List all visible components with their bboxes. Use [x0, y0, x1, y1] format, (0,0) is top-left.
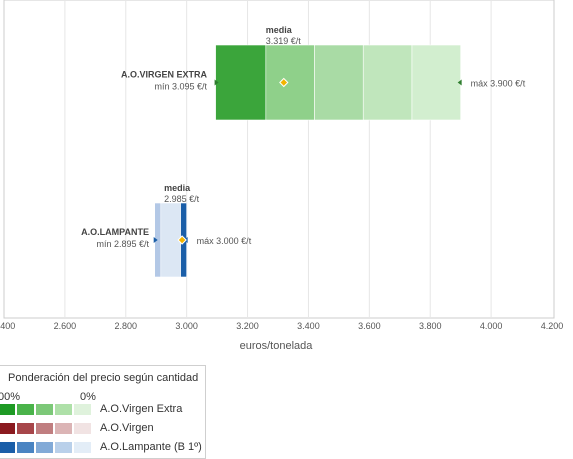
legend-swatch: [55, 423, 72, 434]
legend-scale-right: 0%: [80, 391, 96, 403]
legend-row: A.O.Virgen: [0, 422, 203, 436]
legend-swatch: [55, 404, 72, 415]
max-marker: [457, 79, 462, 86]
range-segment: [411, 44, 461, 121]
legend-scale-left: 00%: [0, 391, 21, 403]
legend-swatch: [55, 442, 72, 453]
weighting-legend: Ponderación del precio según cantidad 00…: [0, 365, 206, 459]
legend-swatch: [74, 423, 91, 434]
mean-marker: [177, 235, 187, 245]
x-tick-label: 4.000: [480, 321, 503, 331]
series-name-label: A.O.LAMPANTE: [81, 227, 149, 237]
x-axis-label: euros/tonelada: [240, 340, 314, 352]
x-tick-label: 2.600: [54, 321, 77, 331]
range-bar-group: A.O.LAMPANTE mín 2.895 €/t máx 3.000 €/t me…: [81, 183, 252, 278]
legend-row: A.O.Virgen Extra: [0, 403, 203, 417]
x-tick-label: 2.800: [115, 321, 138, 331]
legend-swatch: [36, 404, 53, 415]
min-marker: [214, 79, 219, 86]
x-tick-label: 3.000: [175, 321, 198, 331]
mean-title-label: media: [164, 183, 191, 193]
min-marker: [153, 237, 158, 243]
x-axis-tick-labels: 2.400 2.600 2.800 3.000 3.200 3.400 3.600 3.800…: [0, 321, 563, 331]
mean-marker: [279, 77, 289, 88]
x-tick-label: 3.200: [236, 321, 259, 331]
legend-swatch: [74, 404, 91, 415]
mean-value-label: 2.985 €/t: [164, 194, 200, 204]
legend-row: A.O.Lampante (B 1º): [0, 441, 203, 455]
legend-swatch: [0, 423, 15, 434]
legend-swatch: [74, 442, 91, 453]
x-tick-label: 3.600: [358, 321, 381, 331]
range-segment: [314, 44, 364, 121]
legend-swatch: [17, 404, 34, 415]
range-segment: [265, 44, 315, 121]
legend-swatch: [17, 423, 34, 434]
legend-swatch: [36, 423, 53, 434]
range-segment: [362, 44, 413, 121]
series-name-label: A.O.VIRGEN EXTRA: [121, 70, 208, 80]
x-tick-label: 3.800: [419, 321, 442, 331]
legend-row-label: A.O.Lampante (B 1º): [100, 441, 202, 453]
min-value-label: mín 3.095 €/t: [154, 82, 207, 92]
legend-row-label: A.O.Virgen: [100, 422, 154, 434]
legend-row-label: A.O.Virgen Extra: [100, 403, 183, 415]
legend-swatch: [0, 442, 15, 453]
legend-swatch: [0, 404, 15, 415]
range-bars: A.O.VIRGEN EXTRA mín 3.095 €/t máx 3.900 €…: [81, 25, 526, 278]
max-value-label: máx 3.000 €/t: [197, 236, 252, 246]
max-value-label: máx 3.900 €/t: [471, 79, 526, 89]
legend-swatch: [17, 442, 34, 453]
legend-title: Ponderación del precio según cantidad: [8, 372, 199, 384]
legend-swatch: [36, 442, 53, 453]
range-segment: [215, 44, 267, 121]
x-tick-label: 2.400: [0, 321, 15, 331]
min-value-label: mín 2.895 €/t: [96, 239, 149, 249]
x-tick-label: 3.400: [297, 321, 320, 331]
range-bar-group: A.O.VIRGEN EXTRA mín 3.095 €/t máx 3.900 €…: [121, 25, 526, 121]
x-tick-label: 4.200: [541, 321, 564, 331]
mean-value-label: 3.319 €/t: [266, 36, 302, 46]
mean-title-label: media: [266, 25, 293, 35]
